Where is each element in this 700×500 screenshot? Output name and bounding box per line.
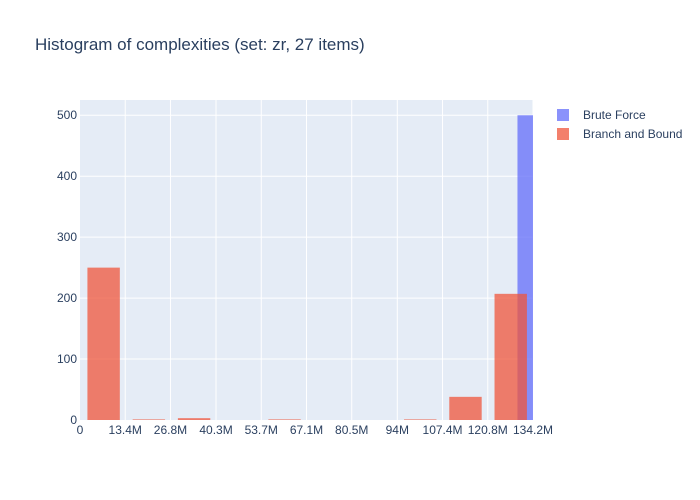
x-tick-label: 67.1M — [290, 423, 323, 437]
y-tick-label: 400 — [57, 169, 77, 183]
histogram-bar — [404, 419, 437, 420]
y-tick-label: 300 — [57, 230, 77, 244]
x-tick-label: 107.4M — [423, 423, 463, 437]
legend-swatch — [557, 109, 569, 121]
x-tick-label: 80.5M — [335, 423, 368, 437]
x-tick-label: 40.3M — [199, 423, 232, 437]
x-tick-label: 13.4M — [109, 423, 142, 437]
legend-swatch — [557, 128, 569, 140]
histogram-bar — [494, 293, 527, 420]
legend-label: Branch and Bound — [583, 127, 682, 141]
x-tick-label: 26.8M — [154, 423, 187, 437]
x-tick-label: 53.7M — [245, 423, 278, 437]
y-tick-label: 100 — [57, 352, 77, 366]
chart-title: Histogram of complexities (set: zr, 27 i… — [35, 35, 365, 54]
legend[interactable]: Brute Force Branch and Bound — [557, 108, 682, 141]
legend-item[interactable]: Brute Force — [557, 108, 646, 122]
y-tick-label: 0 — [70, 413, 77, 427]
x-tick-label: 120.8M — [468, 423, 508, 437]
legend-label: Brute Force — [583, 108, 646, 122]
x-tick-label: 134.2M — [513, 423, 553, 437]
histogram-bar — [132, 419, 166, 420]
histogram-bar — [87, 267, 120, 420]
histogram-bar — [177, 418, 211, 420]
histogram-bar — [268, 419, 301, 420]
legend-item[interactable]: Branch and Bound — [557, 127, 682, 141]
series-branch-and-bound — [87, 267, 527, 420]
histogram-bar — [449, 396, 482, 420]
y-tick-label: 200 — [57, 291, 77, 305]
x-tick-label: 94M — [386, 423, 409, 437]
axis-ticks: 0 13.4M 26.8M 40.3M 53.7M 67.1M 80.5M 94M 107.4M… — [57, 108, 553, 437]
bars — [87, 115, 533, 420]
y-tick-label: 500 — [57, 108, 77, 122]
x-tick-label: 0 — [77, 423, 84, 437]
